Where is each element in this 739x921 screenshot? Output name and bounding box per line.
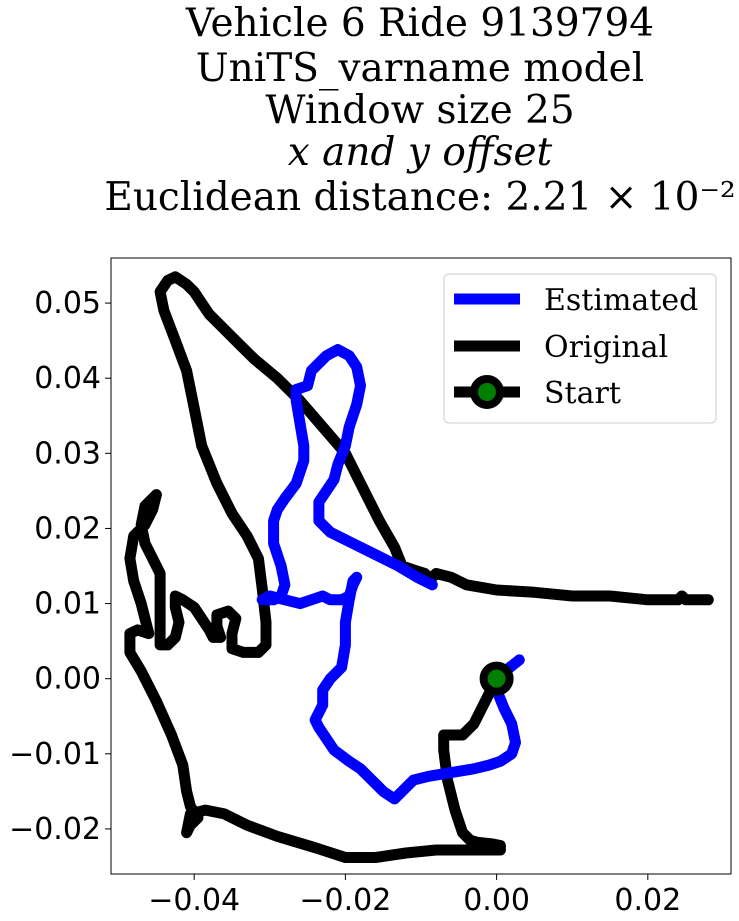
series-estimated-line: [256, 344, 525, 805]
x-tick-label: −0.04: [148, 883, 240, 918]
x-tick-label: 0.00: [463, 883, 530, 918]
y-tick-label: 0.00: [34, 662, 101, 697]
title-line-3: Window size 25: [265, 88, 574, 133]
legend-start-label: Start: [544, 376, 621, 411]
title-line-4: x and y offset: [288, 130, 553, 175]
title-line-5: Euclidean distance: 2.21 × 10⁻²: [104, 175, 735, 220]
x-axis: −0.04 −0.02 0.00 0.02: [148, 874, 681, 918]
plot-area: −0.04 −0.02 0.00 0.02 −0.02 −0.01 0.00 0.01 0.0…: [9, 257, 732, 918]
chart-title: Vehicle 6 Ride 9139794 UniTS_varname mod…: [104, 1, 735, 220]
x-tick-label: 0.02: [614, 883, 681, 918]
legend-original-label: Original: [544, 330, 668, 365]
x-tick-label: −0.02: [299, 883, 391, 918]
y-tick-label: 0.01: [34, 587, 101, 622]
legend-frame: [443, 273, 717, 424]
legend-estimated-label: Estimated: [544, 283, 698, 318]
start-marker: [479, 661, 514, 696]
title-line-1: Vehicle 6 Ride 9139794: [185, 1, 654, 46]
legend-start-marker: [470, 375, 504, 409]
y-tick-label: 0.02: [34, 511, 101, 546]
y-tick-label: 0.03: [34, 436, 101, 471]
plot-frame: [110, 257, 732, 875]
y-axis: −0.02 −0.01 0.00 0.01 0.02 0.03 0.04 0.05: [9, 286, 111, 847]
y-tick-label: 0.04: [34, 361, 101, 396]
y-tick-label: 0.05: [34, 286, 101, 321]
y-tick-label: −0.01: [9, 737, 101, 772]
y-tick-label: −0.02: [9, 812, 101, 847]
title-line-2: UniTS_varname model: [196, 46, 644, 91]
legend: Estimated Original Start: [443, 273, 717, 424]
